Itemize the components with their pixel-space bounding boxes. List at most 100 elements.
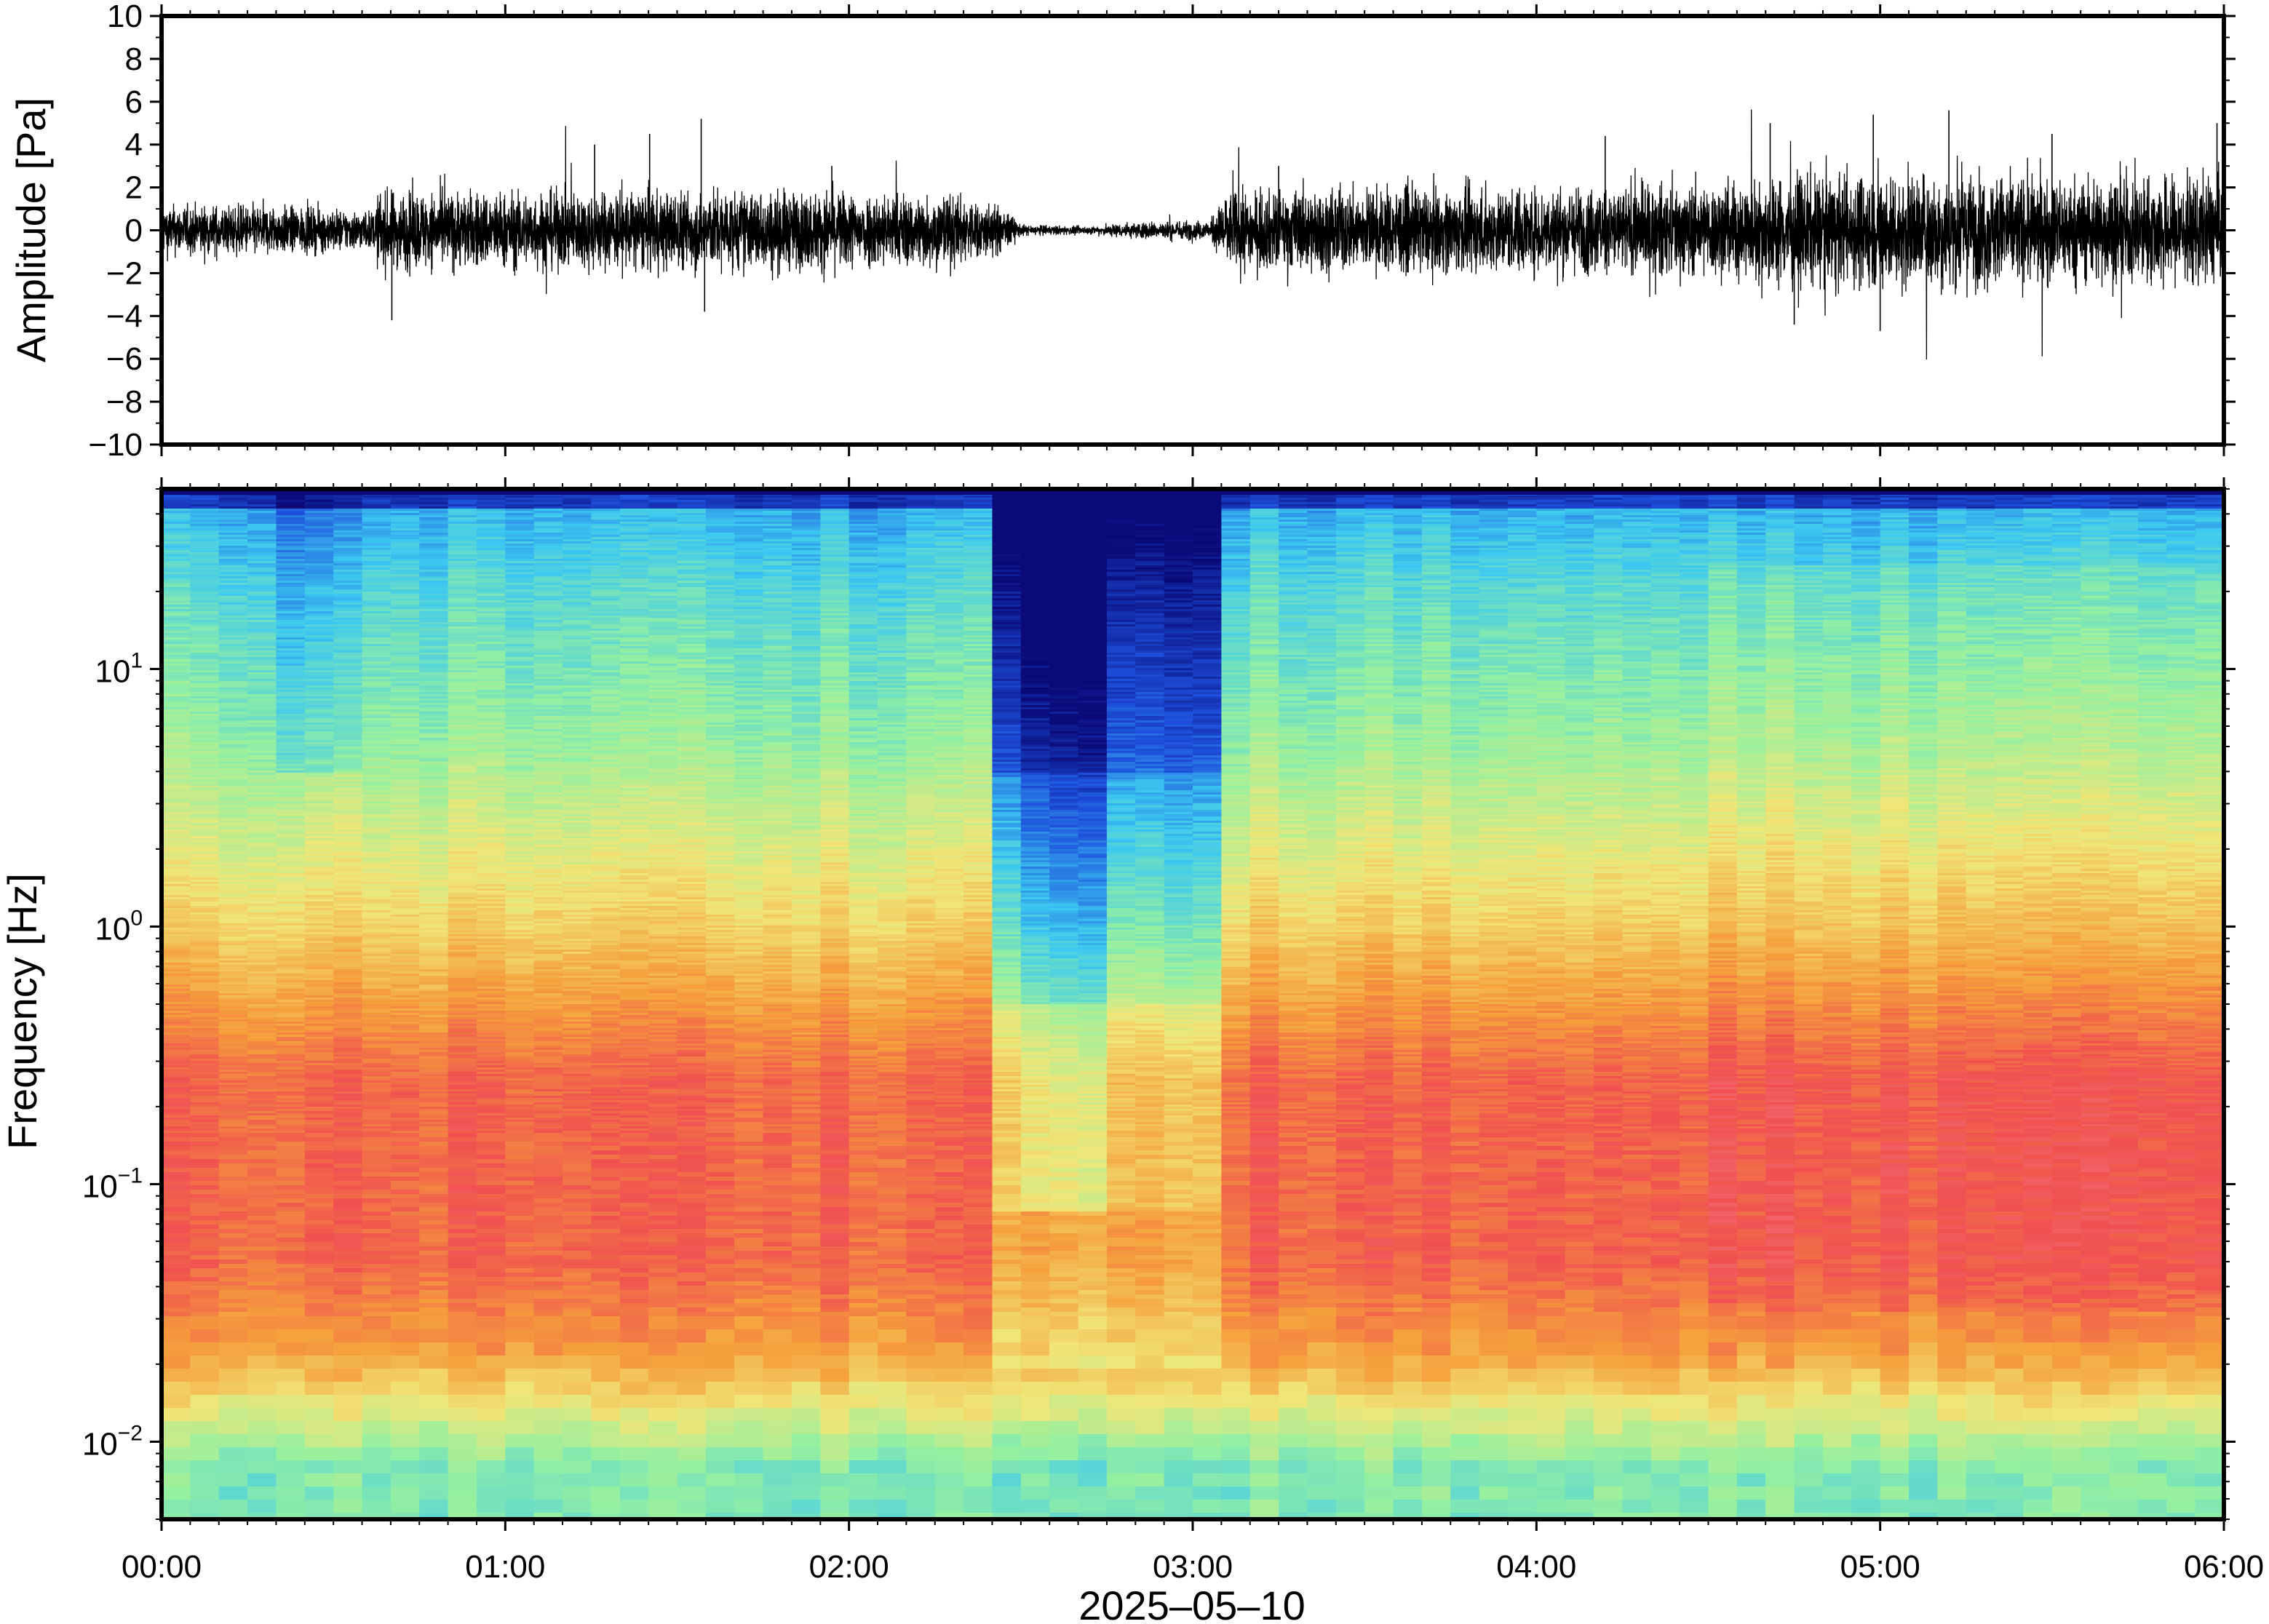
spectrogram-cell xyxy=(2166,511,2196,514)
spectrogram-cell xyxy=(677,530,707,533)
spectrogram-cell xyxy=(533,559,563,562)
spectrogram-cell xyxy=(276,544,306,546)
spectrogram-cell xyxy=(505,557,535,560)
spectrogram-cell xyxy=(1937,511,1967,514)
spectrogram-cell xyxy=(162,609,191,612)
waveform-y-axis-title: Amplitude [Pa] xyxy=(8,97,54,362)
spectrogram-cell xyxy=(1193,544,1223,546)
spectrogram-cell xyxy=(476,517,506,520)
spectrogram-cell xyxy=(1880,533,1910,536)
spectrogram-cell xyxy=(2195,594,2224,597)
spectrogram-cell xyxy=(619,583,649,586)
spectrogram-cell xyxy=(1650,520,1680,522)
spectrogram-cell xyxy=(1479,546,1509,549)
spectrogram-cell xyxy=(162,559,191,562)
spectrogram-cell xyxy=(563,559,592,562)
spectrogram-cell xyxy=(992,544,1022,546)
spectrogram-cell xyxy=(563,561,592,564)
spectrogram-cell xyxy=(2166,554,2196,557)
spectrogram-cell xyxy=(1909,600,1939,603)
spectrogram-cell xyxy=(1078,565,1108,568)
spectrogram-cell xyxy=(2051,598,2081,601)
spectrogram-cell xyxy=(1307,559,1337,562)
spectrogram-cell xyxy=(362,565,392,568)
spectrogram-cell xyxy=(1594,554,1624,557)
spectrogram-cell xyxy=(390,576,421,579)
spectrogram-cell xyxy=(2081,541,2110,544)
spectrogram-cell xyxy=(1995,500,2024,503)
spectrogram-cell xyxy=(2166,572,2196,575)
spectrogram-cell xyxy=(734,522,764,525)
spectrogram-cell xyxy=(1450,557,1480,560)
spectrogram-cell xyxy=(677,498,707,501)
spectrogram-cell xyxy=(992,576,1022,579)
spectrogram-cell xyxy=(1335,581,1365,584)
spectrogram-cell xyxy=(333,517,363,520)
spectrogram-cell xyxy=(677,502,707,505)
spectrogram-cell xyxy=(476,563,506,566)
spectrogram-cell xyxy=(934,616,964,618)
spectrogram-cell xyxy=(1937,561,1967,564)
spectrogram-cell xyxy=(1822,605,1853,608)
spectrogram-cell xyxy=(906,585,936,588)
spectrogram-cell xyxy=(1708,495,1738,498)
spectrogram-cell xyxy=(677,526,707,529)
spectrogram-cell xyxy=(1221,570,1251,573)
spectrogram-cell xyxy=(734,520,764,522)
spectrogram-cell xyxy=(362,602,392,605)
spectrogram-cell xyxy=(1765,515,1795,518)
spectrogram-cell xyxy=(849,576,878,579)
spectrogram-cell xyxy=(247,607,277,610)
spectrogram-cell xyxy=(1565,574,1594,577)
spectrogram-cell xyxy=(763,530,792,533)
spectrogram-cell xyxy=(1851,506,1881,509)
spectrogram-cell xyxy=(1249,520,1279,522)
spectrogram-cell xyxy=(1708,524,1738,527)
spectrogram-cell xyxy=(1193,498,1223,501)
spectrogram-cell xyxy=(820,511,850,514)
spectrogram-cell xyxy=(791,596,822,599)
spectrogram-cell xyxy=(1421,526,1452,529)
spectrogram-cell xyxy=(1507,495,1538,498)
spectrogram-cell xyxy=(304,574,334,577)
spectrogram-cell xyxy=(906,528,936,531)
spectrogram-cell xyxy=(1364,511,1394,514)
spectrogram-cell xyxy=(677,574,707,577)
spectrogram-cell xyxy=(677,546,707,549)
spectrogram-cell xyxy=(1106,602,1137,605)
spectrogram-cell xyxy=(1279,559,1308,562)
spectrogram-cell xyxy=(162,524,191,527)
spectrogram-cell xyxy=(1164,578,1193,581)
spectrogram-cell xyxy=(1966,594,1995,597)
spectrogram-cell xyxy=(1479,605,1509,608)
spectrogram-cell xyxy=(2109,578,2139,581)
spectrogram-cell xyxy=(1507,504,1538,507)
spectrogram-cell xyxy=(448,609,477,612)
spectrogram-cell xyxy=(1594,520,1624,522)
spectrogram-cell xyxy=(1249,561,1279,564)
spectrogram-cell xyxy=(1106,537,1137,540)
spectrogram-cell xyxy=(1650,589,1680,592)
spectrogram-cell xyxy=(1335,583,1365,586)
spectrogram-cell xyxy=(333,563,363,566)
spectrogram-cell xyxy=(1736,511,1767,514)
spectrogram-cell xyxy=(1650,548,1680,551)
spectrogram-cell xyxy=(1193,570,1223,573)
spectrogram-cell xyxy=(218,613,248,616)
spectrogram-cell xyxy=(1479,504,1509,507)
spectrogram-cell xyxy=(934,554,964,557)
spectrogram-cell xyxy=(190,565,220,568)
spectrogram-cell xyxy=(1249,592,1279,594)
spectrogram-cell xyxy=(563,609,592,612)
spectrogram-cell xyxy=(1680,530,1709,533)
spectrogram-cell xyxy=(963,598,993,601)
spectrogram-cell xyxy=(1995,522,2024,525)
spectrogram-cell xyxy=(1049,557,1079,560)
spectrogram-cell xyxy=(2195,513,2224,516)
spectrogram-cell xyxy=(1680,589,1709,592)
spectrogram-cell xyxy=(1479,535,1509,538)
spectrogram-cell xyxy=(1650,537,1680,540)
spectrogram-cell xyxy=(677,585,707,588)
spectrogram-cell xyxy=(1364,509,1394,512)
spectrogram-cell xyxy=(1565,524,1594,527)
